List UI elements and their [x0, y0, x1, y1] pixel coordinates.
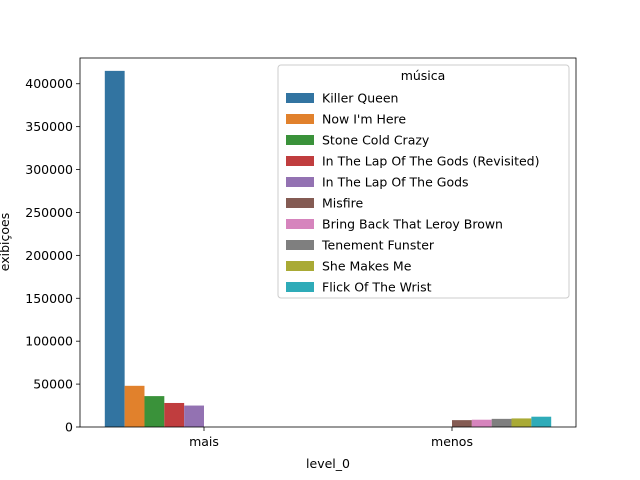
legend-swatch	[286, 282, 314, 292]
x-tick-label: menos	[431, 434, 473, 449]
legend-entry-label: Misfire	[322, 196, 364, 211]
legend-swatch	[286, 219, 314, 229]
y-tick-label: 0	[65, 420, 73, 435]
legend-frame	[277, 64, 570, 299]
legend-entry-label: Bring Back That Leroy Brown	[322, 217, 503, 232]
legend-swatch	[286, 240, 314, 250]
bar-killer-queen-mais	[104, 70, 125, 428]
legend-swatch	[286, 198, 314, 208]
y-tick-label: 200000	[25, 248, 73, 263]
bar-in-the-lap-of-the-gods-mais	[184, 405, 204, 427]
legend-swatch	[286, 261, 314, 271]
legend-swatch	[286, 135, 314, 145]
bar-stone-cold-crazy-mais	[144, 396, 165, 427]
y-tick-label: 50000	[33, 377, 73, 392]
legend-entry-label: Stone Cold Crazy	[322, 133, 430, 148]
bar-misfire-menos	[452, 420, 472, 427]
y-tick-label: 300000	[25, 162, 73, 177]
legend-entry-label: Now I'm Here	[322, 112, 406, 127]
bar-now-i-m-here-mais	[124, 385, 145, 427]
legend-swatch	[286, 114, 314, 124]
x-axis: mais menos	[189, 427, 473, 449]
legend-swatch	[286, 156, 314, 166]
y-tick-label: 400000	[25, 76, 73, 91]
y-tick-label: 350000	[25, 119, 73, 134]
bar-bring-back-that-leroy-brown-menos	[471, 419, 492, 427]
y-tick-label: 250000	[25, 205, 73, 220]
y-axis-label: exibiçoes	[0, 213, 12, 271]
legend-entry-label: She Makes Me	[322, 259, 412, 274]
x-axis-label: level_0	[306, 456, 350, 471]
y-tick-label: 150000	[25, 291, 73, 306]
bar-in-the-lap-of-the-gods-revisited-mais	[164, 402, 185, 427]
bar-tenement-funster-menos	[491, 418, 512, 427]
plot-frame	[79, 57, 577, 428]
x-tick-label: mais	[189, 434, 219, 449]
bar-flick-of-the-wrist-menos	[531, 416, 552, 427]
legend-entry-label: Flick Of The Wrist	[322, 280, 432, 295]
legend: música Killer Queen Now I'm Here Stone Col…	[277, 64, 570, 299]
legend-swatch	[286, 93, 314, 103]
legend-entry-label: In The Lap Of The Gods	[322, 175, 469, 190]
legend-entry-label: In The Lap Of The Gods (Revisited)	[322, 154, 539, 169]
bar-she-makes-me-menos	[511, 418, 532, 427]
bars-group	[104, 70, 552, 428]
y-axis: 0 50000 100000 150000 200000 250000 300000 3500…	[25, 76, 80, 435]
y-tick-label: 100000	[25, 334, 73, 349]
legend-title: música	[401, 68, 446, 83]
legend-entry-label: Tenement Funster	[321, 238, 435, 253]
legend-swatch	[286, 177, 314, 187]
legend-entry-label: Killer Queen	[322, 91, 398, 106]
